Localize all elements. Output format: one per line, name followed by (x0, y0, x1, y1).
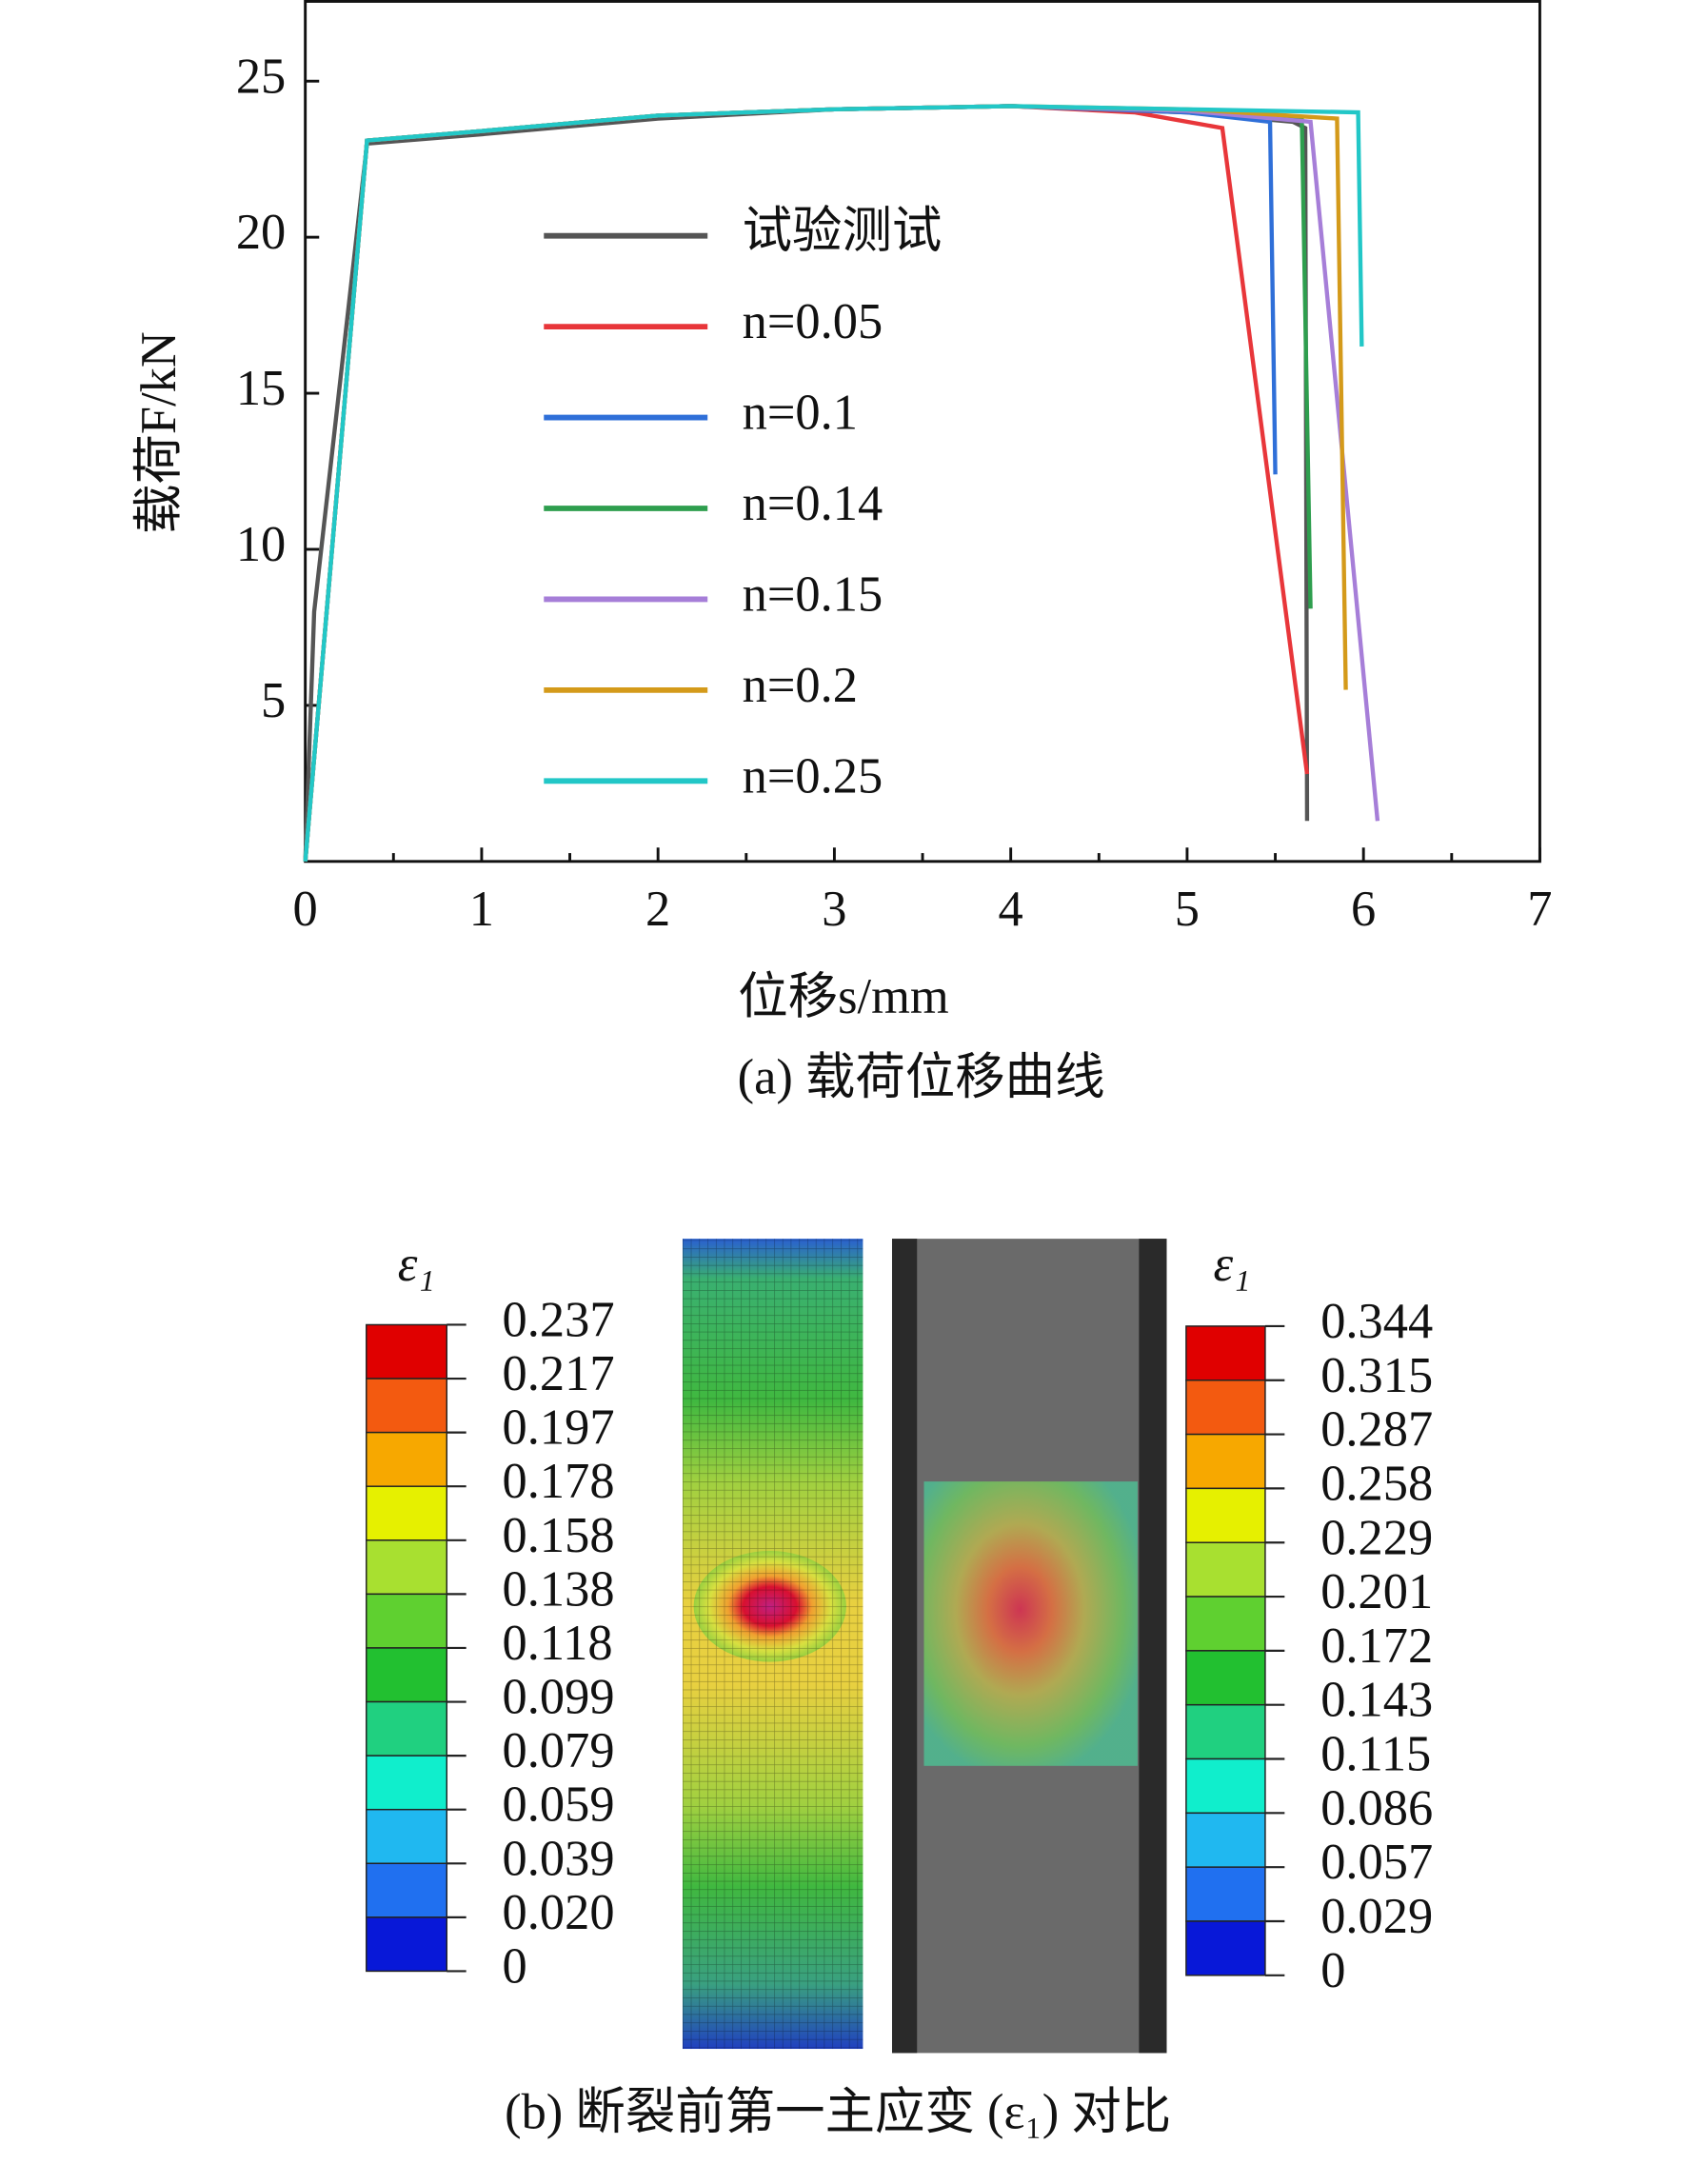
y-axis-label: 载荷F/kN (131, 331, 187, 534)
colorbar-segment (366, 1700, 448, 1757)
colorbar-label: 0.217 (503, 1346, 615, 1401)
colorbar-segment (1185, 1812, 1266, 1868)
x-axis-label: 位移s/mm (738, 969, 948, 1024)
colorbar-segment (1185, 1703, 1266, 1760)
colorbar-segment (1185, 1487, 1266, 1543)
legend-label: n=0.2 (743, 658, 858, 713)
colorbar-label: 0.201 (1320, 1564, 1433, 1619)
x-tick-label: 3 (822, 882, 846, 937)
colorbar-segment (1185, 1920, 1266, 1976)
colorbar-segment (366, 1755, 448, 1811)
colorbar-label: 0.115 (1320, 1727, 1431, 1782)
series-line (303, 104, 1364, 863)
colorbar-label: 0.079 (503, 1723, 615, 1778)
y-tick-label: 25 (236, 49, 286, 104)
colorbar-segment (1185, 1380, 1266, 1436)
colorbar-label: 0.059 (503, 1777, 615, 1833)
colorbar-label: 0.039 (503, 1831, 615, 1886)
x-tick-label: 5 (1175, 882, 1200, 937)
colorbar-segment (366, 1647, 448, 1703)
colorbar-label: 0.172 (1320, 1618, 1433, 1674)
colorbar-label: 0.178 (503, 1454, 615, 1509)
colorbar-segment (366, 1916, 448, 1973)
colorbar-label: 0.086 (1320, 1780, 1433, 1836)
colorbar-label: 0.197 (503, 1400, 615, 1456)
colorbar-label: 0.029 (1320, 1889, 1433, 1944)
colorbar-label: 0.057 (1320, 1835, 1433, 1890)
x-tick-label: 0 (293, 882, 318, 937)
x-tick-label: 6 (1351, 882, 1376, 937)
dic-image (891, 1239, 1167, 2054)
colorbar-segment (1185, 1325, 1266, 1381)
colorbar-title: ε₁ (1214, 1237, 1251, 1292)
colorbar-label: 0.258 (1320, 1456, 1433, 1511)
colorbar-segment (1185, 1757, 1266, 1815)
legend-label: n=0.25 (743, 748, 883, 804)
colorbar-segment (366, 1378, 448, 1434)
legend-label: 试验测试 (743, 204, 943, 259)
colorbar-label: 0.118 (503, 1616, 613, 1671)
colorbar-segment (1185, 1433, 1266, 1490)
colorbar-segment (366, 1323, 448, 1380)
simulation-image (682, 1239, 863, 2050)
colorbar-label: 0.143 (1320, 1673, 1433, 1728)
colorbar-label: 0 (503, 1938, 527, 1994)
legend-label: n=0.1 (743, 386, 858, 441)
colorbar-label: 0.287 (1320, 1402, 1433, 1458)
colorbar-label: 0.138 (503, 1561, 615, 1617)
x-tick-label: 1 (469, 882, 494, 937)
colorbar-label: 0.020 (503, 1885, 615, 1940)
colorbar-segment (366, 1808, 448, 1865)
colorbar-segment (1185, 1596, 1266, 1652)
y-tick-label: 5 (261, 673, 286, 728)
colorbar-label: 0.158 (503, 1508, 615, 1563)
legend-label: n=0.15 (743, 566, 883, 622)
colorbar-title: ε₁ (398, 1237, 435, 1292)
colorbar-label: 0.237 (503, 1292, 615, 1347)
caption-b: (b) 断裂前第一主应变 (ε₁) 对比 (505, 2084, 1171, 2139)
colorbar-label: 0.315 (1320, 1348, 1433, 1403)
y-tick-label: 15 (236, 361, 286, 416)
caption-a: (a) 载荷位移曲线 (738, 1050, 1105, 1105)
colorbar-segment (1185, 1541, 1266, 1598)
x-tick-label: 7 (1527, 882, 1552, 937)
colorbar-segment (1185, 1650, 1266, 1706)
colorbar-segment (1185, 1866, 1266, 1922)
colorbar-segment (366, 1485, 448, 1541)
legend-label: n=0.05 (743, 294, 883, 349)
colorbar-label: 0.229 (1320, 1510, 1433, 1565)
colorbar-segment (366, 1862, 448, 1918)
y-tick-label: 20 (236, 205, 286, 260)
legend-label: n=0.14 (743, 476, 883, 531)
x-tick-label: 4 (999, 882, 1023, 937)
y-tick-label: 10 (236, 517, 286, 572)
colorbar-segment (366, 1431, 448, 1487)
colorbar-label: 0.099 (503, 1670, 615, 1725)
colorbar-label: 0.344 (1320, 1294, 1433, 1349)
colorbar-segment (366, 1593, 448, 1649)
colorbar-label: 0 (1320, 1943, 1345, 1998)
colorbar-segment (366, 1539, 448, 1596)
x-tick-label: 2 (645, 882, 670, 937)
